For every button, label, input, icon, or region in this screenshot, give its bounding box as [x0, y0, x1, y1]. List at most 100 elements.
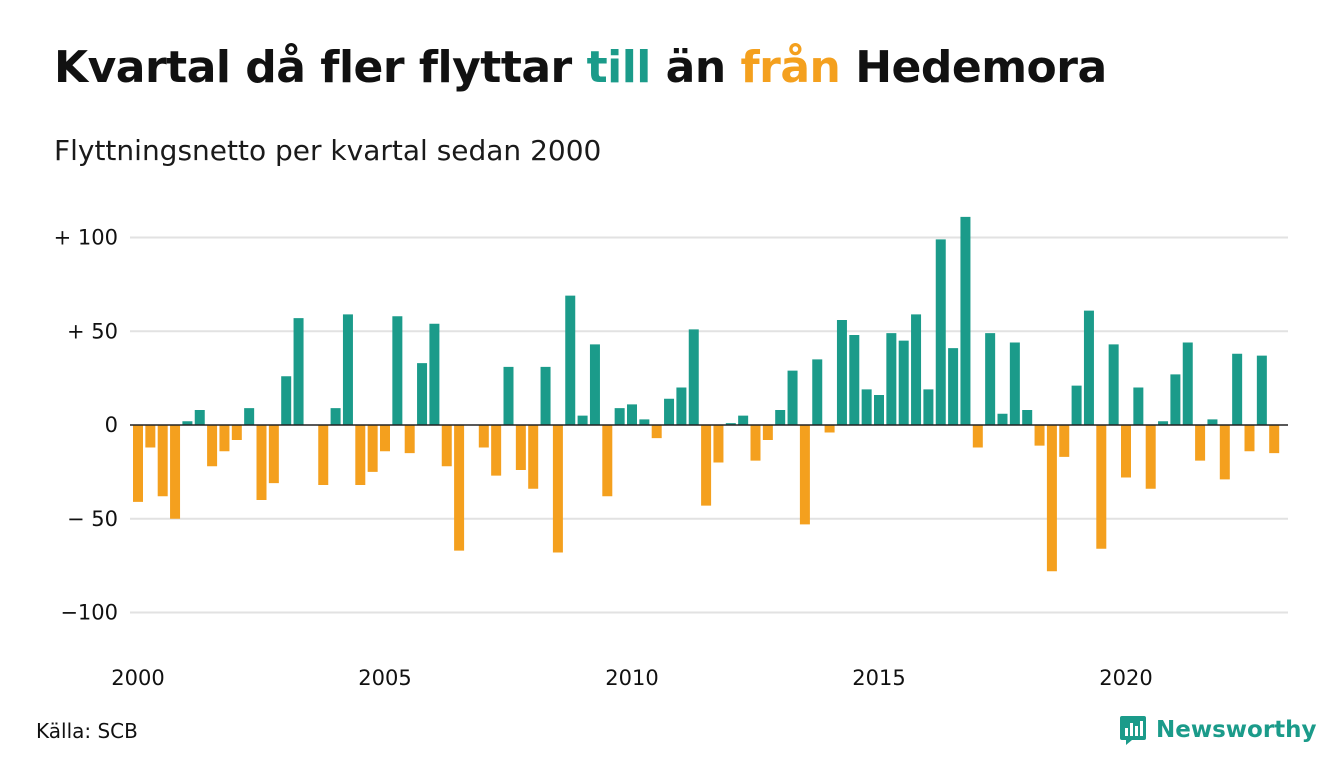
bar-2006-q2: [441, 425, 452, 467]
bar-2013-q2: [787, 370, 798, 426]
bar-2020-q3: [1145, 425, 1156, 489]
bar-2005-q3: [404, 425, 415, 454]
bar-2019-q1: [1071, 385, 1082, 426]
bar-2011-q1: [676, 387, 687, 425]
newsworthy-logo-icon: [1120, 716, 1146, 745]
x-tick-label: 2005: [358, 666, 411, 690]
bar-2001-q2: [194, 410, 205, 425]
bar-2021-q2: [1182, 342, 1193, 425]
bar-2004-q3: [355, 425, 366, 485]
bar-2007-q1: [478, 425, 489, 448]
bar-2014-q2: [836, 320, 847, 425]
bar-2013-q1: [775, 410, 786, 425]
bar-2019-q2: [1083, 310, 1094, 426]
bar-2012-q4: [762, 425, 773, 440]
bar-2012-q3: [750, 425, 761, 461]
bar-2022-q4: [1256, 355, 1267, 426]
brand-name: Newsworthy: [1156, 717, 1317, 743]
bar-2004-q4: [367, 425, 378, 472]
bar-2006-q3: [454, 425, 465, 551]
bar-2022-q1: [1219, 425, 1230, 480]
bar-2008-q2: [540, 366, 551, 426]
bar-2018-q3: [1046, 425, 1057, 572]
bar-2011-q2: [688, 329, 699, 426]
bar-2002-q4: [268, 425, 279, 484]
bar-2017-q1: [972, 425, 983, 448]
bar-2001-q3: [207, 425, 218, 467]
bar-2019-q4: [1108, 344, 1119, 426]
bar-2023-q1: [1269, 425, 1280, 454]
bar-2004-q2: [342, 314, 353, 426]
brand-logo: Newsworthy: [1118, 714, 1317, 746]
title-fran: från: [740, 42, 841, 93]
bar-2013-q4: [812, 359, 823, 426]
y-tick-label: + 100: [54, 226, 118, 250]
bar-2020-q4: [1158, 421, 1169, 425]
bar-2010-q3: [651, 425, 662, 439]
title-part-1: Kvartal då fler flyttar: [54, 42, 587, 93]
bar-2021-q4: [1207, 419, 1218, 426]
bar-2008-q4: [565, 295, 576, 426]
bar-2015-q4: [911, 314, 922, 426]
bar-2009-q1: [577, 415, 588, 426]
bar-2016-q4: [960, 216, 971, 426]
bar-2021-q1: [1170, 374, 1181, 426]
chart-title: Kvartal då fler flyttar till än från Hed…: [54, 42, 1107, 93]
bar-2014-q1: [824, 425, 835, 433]
bar-2018-q1: [1022, 410, 1033, 425]
bar-2001-q4: [219, 425, 230, 452]
bar-2012-q2: [738, 415, 749, 426]
y-axis-ticks: + 100 + 50 0 − 50 −100: [54, 226, 118, 625]
bar-2017-q2: [985, 333, 996, 426]
bar-2002-q1: [231, 425, 242, 440]
bar-2000-q1: [133, 425, 143, 502]
bar-2017-q3: [997, 413, 1008, 425]
bar-2010-q2: [639, 419, 650, 426]
bar-2016-q2: [935, 239, 946, 426]
bar-2005-q1: [380, 425, 390, 452]
bar-2012-q1: [725, 423, 736, 426]
bar-chart: + 100 + 50 0 − 50 −100 2000 2005 2010 2015 2020: [54, 216, 1288, 690]
bar-2009-q2: [589, 344, 600, 426]
bar-2016-q1: [923, 389, 934, 426]
bar-2010-q1: [627, 404, 637, 426]
bar-2014-q4: [861, 389, 872, 426]
bar-2020-q1: [1121, 425, 1131, 478]
bar-2001-q1: [182, 421, 193, 425]
bar-2014-q3: [849, 335, 860, 425]
x-tick-label: 2020: [1099, 666, 1152, 690]
bar-2008-q3: [552, 425, 563, 553]
bar-2003-q4: [318, 425, 329, 485]
bar-2007-q3: [503, 366, 514, 426]
title-till: till: [586, 42, 652, 93]
y-tick-label: −100: [60, 601, 118, 625]
x-tick-label: 2010: [605, 666, 658, 690]
y-tick-label: − 50: [67, 507, 118, 531]
x-tick-label: 2015: [852, 666, 905, 690]
bar-2002-q3: [256, 425, 267, 500]
gridlines: [130, 236, 1288, 614]
chart-subtitle: Flyttningsnetto per kvartal sedan 2000: [54, 134, 602, 167]
bar-2003-q2: [293, 318, 304, 426]
title-part-2: än: [650, 42, 741, 93]
bar-2000-q3: [157, 425, 168, 497]
y-tick-label: 0: [105, 413, 118, 437]
bar-2000-q2: [145, 425, 156, 448]
bar-2004-q1: [330, 408, 341, 426]
bar-2009-q3: [602, 425, 613, 497]
bar-2020-q2: [1133, 387, 1144, 425]
bar-2021-q3: [1195, 425, 1206, 461]
bar-2013-q3: [799, 425, 810, 525]
x-axis-ticks: 2000 2005 2010 2015 2020: [111, 666, 1152, 690]
bar-2018-q2: [1034, 425, 1045, 446]
bar-2018-q4: [1059, 425, 1070, 457]
bar-2005-q2: [392, 316, 403, 425]
bar-2015-q1: [874, 395, 884, 425]
bar-2002-q2: [244, 408, 255, 426]
bars: [133, 216, 1280, 572]
x-tick-label: 2000: [111, 666, 164, 690]
bar-2015-q3: [898, 340, 909, 426]
source-note: Källa: SCB: [36, 719, 138, 743]
bar-2011-q3: [701, 425, 712, 506]
y-tick-label: + 50: [67, 319, 118, 343]
